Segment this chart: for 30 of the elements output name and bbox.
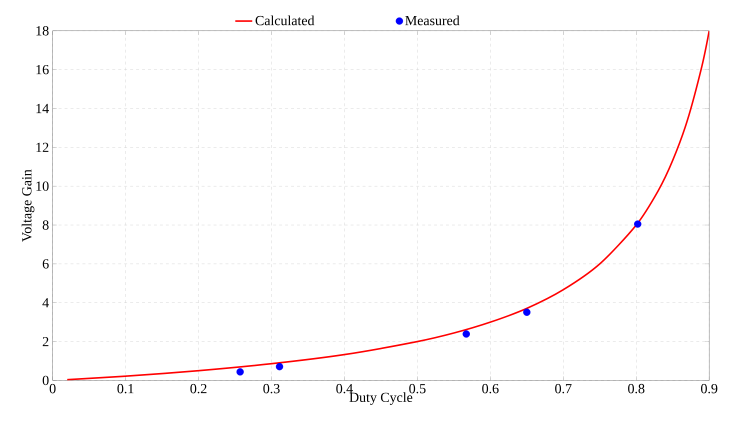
x-tick-label: 0.3 xyxy=(263,384,280,394)
y-tick-label: 10 xyxy=(36,181,49,191)
x-tick-label: 0.9 xyxy=(701,384,718,394)
point xyxy=(523,308,530,316)
point xyxy=(462,330,470,338)
x-tick-label: 0.5 xyxy=(409,384,426,394)
y-tick-label: 18 xyxy=(36,26,49,36)
point xyxy=(276,362,284,370)
x-tick-label: 0.6 xyxy=(482,384,499,394)
x-axis-title: Duty Cycle xyxy=(349,392,412,405)
x-tick-label: 0.7 xyxy=(555,384,572,394)
y-tick-label: 0 xyxy=(42,376,49,386)
y-tick-label: 14 xyxy=(36,104,49,114)
y-tick-label: 12 xyxy=(36,142,48,152)
y-tick-label: 2 xyxy=(42,336,48,346)
y-tick-label: 8 xyxy=(42,220,49,230)
line-series xyxy=(66,30,710,380)
point xyxy=(236,368,244,376)
point xyxy=(634,220,642,228)
y-tick-label: 4 xyxy=(42,298,49,308)
legend-label: Calculated xyxy=(256,15,314,26)
y-axis-title: Voltage Gain xyxy=(22,169,34,242)
x-tick-label: 0.8 xyxy=(628,384,644,394)
x-tick-label: 0 xyxy=(50,384,56,394)
x-tick-label: 0.1 xyxy=(117,384,134,394)
y-tick-label: 6 xyxy=(42,259,49,268)
x-tick-label: 0.4 xyxy=(336,384,353,394)
y-tick-label: 16 xyxy=(36,64,49,74)
legend-label: Measured xyxy=(405,15,460,26)
x-tick-label: 0.2 xyxy=(190,384,206,394)
